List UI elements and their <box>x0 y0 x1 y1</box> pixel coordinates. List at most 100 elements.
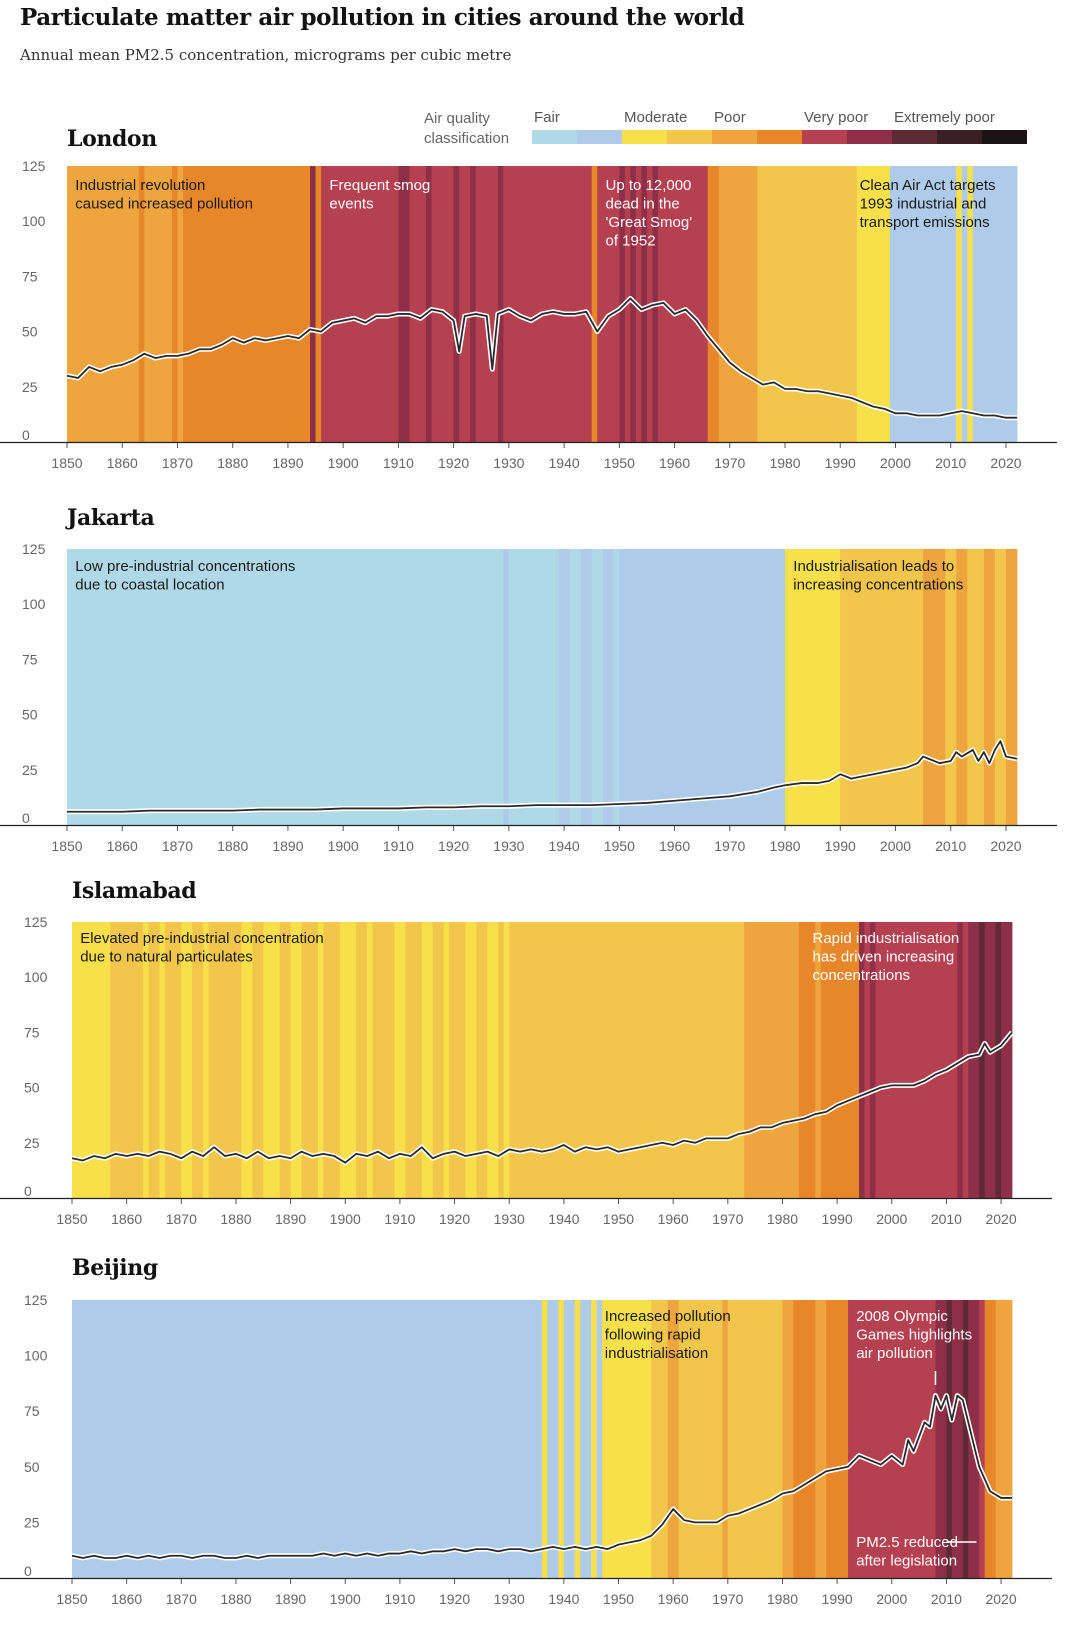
x-tick-label: 1960 <box>659 455 690 471</box>
x-tick-label: 1880 <box>217 838 248 854</box>
x-tick-label: 1990 <box>825 838 856 854</box>
air-quality-band <box>241 922 253 1198</box>
air-quality-band <box>310 166 316 442</box>
x-tick-label: 1940 <box>549 838 580 854</box>
annotation-line: due to coastal location <box>75 577 224 594</box>
air-quality-band <box>72 922 111 1198</box>
annotation-line: Clean Air Act targets <box>860 177 996 194</box>
legend-swatch <box>847 130 892 144</box>
legend-label-extremely-poor: Extremely poor <box>894 109 995 126</box>
air-quality-band <box>263 922 281 1198</box>
x-tick-label: 1960 <box>659 838 690 854</box>
y-tick-label: 100 <box>24 1348 48 1364</box>
y-tick-label: 50 <box>24 1080 40 1096</box>
air-quality-band <box>820 922 860 1198</box>
chart-subtitle: Annual mean PM2.5 concentration, microgr… <box>20 46 512 64</box>
x-tick-label: 1910 <box>384 1211 415 1227</box>
x-tick-label: 1850 <box>56 1591 87 1607</box>
annotation-line: Industrial revolution <box>75 177 205 194</box>
air-quality-band <box>372 922 395 1198</box>
y-tick-label: 100 <box>22 213 46 229</box>
air-quality-band <box>574 1300 581 1578</box>
air-quality-band <box>815 922 822 1198</box>
x-tick-label: 1890 <box>275 1591 306 1607</box>
annotation-line: Industrialisation leads to <box>793 558 954 575</box>
chart-panel-islamabad: 0 25 50 75 100 125 1850 1860 1870 1880 1890 1900 191… <box>0 914 1052 1227</box>
chart-panel-beijing: 0 25 50 75 100 125 1850 1860 1870 1880 1890 1900 191… <box>0 1292 1052 1607</box>
y-tick-label: 50 <box>22 707 38 723</box>
air-quality-band <box>875 922 958 1198</box>
legend-heading-line2: classification <box>424 130 510 147</box>
air-quality-band <box>591 166 598 442</box>
y-tick-label: 25 <box>22 379 38 395</box>
annotation-line: transport emissions <box>860 214 990 231</box>
air-quality-band <box>148 922 160 1198</box>
air-quality-band <box>159 922 166 1198</box>
air-quality-band <box>67 166 140 442</box>
pm25-line <box>66 297 1017 419</box>
air-quality-band <box>782 1300 794 1578</box>
air-quality-band <box>503 166 593 442</box>
air-quality-band <box>181 922 193 1198</box>
x-tick-label: 1850 <box>51 838 82 854</box>
air-quality-band <box>718 166 758 442</box>
annotation-line: 'Great Smog' <box>606 214 693 231</box>
annotation: Industrial revolution caused increased po… <box>75 177 253 213</box>
air-quality-band <box>426 166 432 442</box>
city-title-jakarta: Jakarta <box>67 505 155 531</box>
x-tick-label: 1930 <box>494 1211 525 1227</box>
legend-swatch <box>667 130 712 144</box>
air-quality-band <box>983 549 996 825</box>
annotation-line: 1993 industrial and <box>860 196 987 213</box>
y-tick-label: 125 <box>24 1292 48 1308</box>
x-tick-label: 2020 <box>985 1211 1016 1227</box>
annotation-line: Increased pollution <box>605 1308 731 1325</box>
x-tick-label: 1950 <box>604 455 635 471</box>
pm25-line <box>71 1394 1012 1559</box>
legend-heading: Air quality classification <box>424 109 509 149</box>
x-tick-label: 1880 <box>220 1591 251 1607</box>
air-quality-band <box>597 166 620 442</box>
air-quality-band <box>945 549 957 825</box>
air-quality-band <box>138 166 145 442</box>
air-quality-band <box>979 922 986 1198</box>
annotation-line: dead in the <box>606 196 680 213</box>
air-quality-band <box>889 166 957 442</box>
y-tick-label: 25 <box>22 762 38 778</box>
air-quality-band <box>143 922 149 1198</box>
x-tick-label: 1880 <box>220 1211 251 1227</box>
legend-heading-line1: Air quality <box>424 110 490 127</box>
annotation-line: air pollution <box>856 1345 933 1362</box>
air-quality-band <box>192 922 204 1198</box>
x-tick-label: 1940 <box>549 455 580 471</box>
annotation-line: Low pre-industrial concentrations <box>75 558 295 575</box>
air-quality-band <box>995 1300 1013 1578</box>
air-quality-band <box>727 1300 783 1578</box>
air-quality-band <box>864 922 871 1198</box>
x-tick-label: 1870 <box>166 1211 197 1227</box>
air-quality-band <box>972 166 1018 442</box>
air-quality-band <box>252 922 264 1198</box>
x-tick-label: 2010 <box>935 838 966 854</box>
chart-panel-jakarta: 0 25 50 75 100 125 1850 1860 1870 1880 1890 1900 191… <box>0 541 1057 854</box>
air-quality-band <box>569 549 582 825</box>
air-quality-band <box>678 1300 723 1578</box>
air-quality-band <box>968 922 980 1198</box>
annotation: Frequent smog events <box>329 177 430 213</box>
x-tick-label: 1980 <box>769 455 800 471</box>
x-tick-label: 1920 <box>438 455 469 471</box>
annotation-line: has driven increasing <box>813 949 955 966</box>
air-quality-band <box>503 922 510 1198</box>
chart-title: Particulate matter air pollution in citi… <box>20 4 745 31</box>
air-quality-band <box>398 166 410 442</box>
air-quality-band <box>826 1300 849 1578</box>
legend-swatch <box>757 130 802 144</box>
air-quality-band <box>503 549 510 825</box>
x-tick-label: 1940 <box>548 1591 579 1607</box>
x-tick-label: 2010 <box>935 455 966 471</box>
x-tick-label: 1970 <box>714 838 745 854</box>
x-tick-label: 1900 <box>328 455 359 471</box>
legend-color-scale <box>532 130 1027 144</box>
air-quality-band <box>602 549 615 825</box>
